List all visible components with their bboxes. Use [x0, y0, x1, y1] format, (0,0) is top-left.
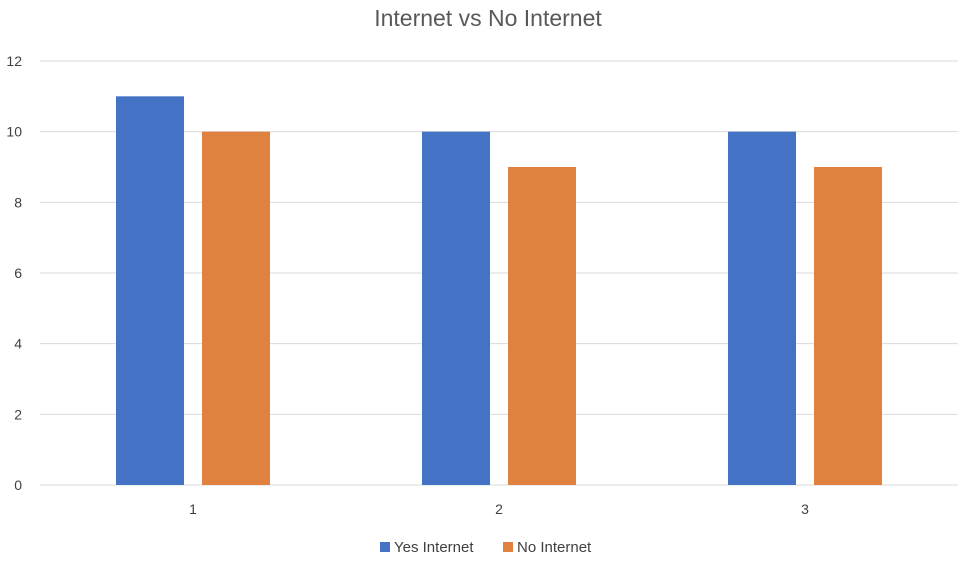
bar-no-internet: [202, 131, 270, 485]
bar-yes-internet: [728, 131, 796, 485]
x-tick-label: 2: [495, 501, 503, 517]
legend-label: Yes Internet: [394, 539, 474, 556]
y-axis-ticks: 0 2 4 6 8 10 12: [6, 53, 22, 493]
y-tick-label: 6: [14, 265, 22, 281]
legend: Yes Internet No Internet: [380, 539, 592, 556]
bar-yes-internet: [116, 96, 184, 485]
bar-no-internet: [508, 167, 576, 485]
y-tick-label: 10: [6, 124, 22, 140]
legend-label: No Internet: [517, 539, 592, 556]
legend-swatch: [380, 542, 390, 552]
y-tick-label: 4: [14, 336, 22, 352]
bar-no-internet: [814, 167, 882, 485]
chart-title: Internet vs No Internet: [374, 5, 602, 31]
y-tick-label: 12: [6, 53, 22, 69]
y-tick-label: 8: [14, 194, 22, 210]
bars: [116, 96, 882, 485]
gridlines: [40, 60, 958, 486]
legend-swatch: [503, 542, 513, 552]
x-tick-label: 3: [801, 501, 809, 517]
bar-yes-internet: [422, 131, 490, 485]
y-tick-label: 2: [14, 406, 22, 422]
x-axis-ticks: 1 2 3: [189, 501, 809, 517]
x-tick-label: 1: [189, 501, 197, 517]
y-tick-label: 0: [14, 477, 22, 493]
